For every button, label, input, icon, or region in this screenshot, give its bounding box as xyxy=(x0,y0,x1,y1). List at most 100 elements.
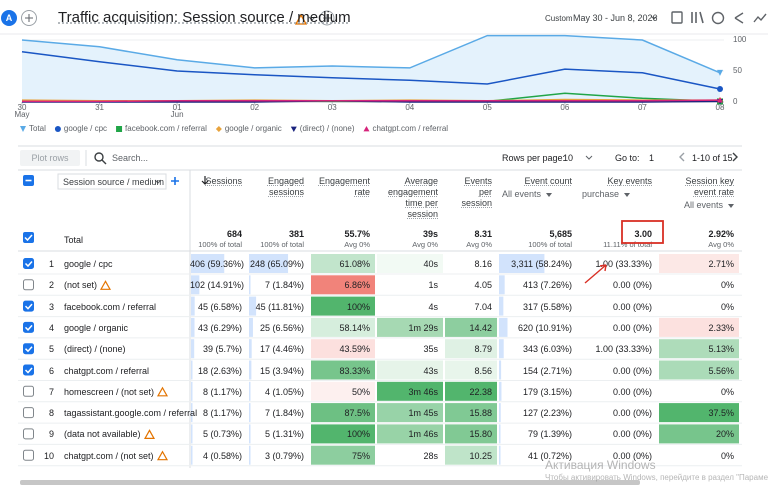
search-input[interactable]: Search... xyxy=(112,153,149,163)
add-dimension[interactable] xyxy=(171,177,179,185)
heat-cell xyxy=(377,360,443,380)
check-mark xyxy=(24,367,33,374)
share-bar xyxy=(499,339,504,359)
compare-icon[interactable] xyxy=(691,11,704,24)
date-range[interactable]: May 30 - Jun 8, 2026 xyxy=(573,13,658,23)
legend-label[interactable]: facebook.com / referral xyxy=(125,124,207,133)
scrollbar[interactable] xyxy=(20,480,640,485)
share-icon[interactable] xyxy=(734,12,744,24)
share-bar xyxy=(191,360,193,380)
cell-value: 3m 46s xyxy=(408,386,438,397)
cell-value: 248 (65.09%) xyxy=(249,259,304,269)
cell-value: 5 (0.73%) xyxy=(202,429,242,440)
sort-arrow[interactable] xyxy=(201,176,209,185)
rows-caret[interactable] xyxy=(585,155,593,160)
cell-value: 3,311 (58.24%) xyxy=(511,259,572,269)
column-header[interactable]: Engagement rate xyxy=(318,176,370,197)
column-filter[interactable]: purchase xyxy=(582,188,652,200)
row-checkbox[interactable] xyxy=(23,279,34,291)
legend-label[interactable]: google / cpc xyxy=(64,124,107,133)
add-tab[interactable] xyxy=(319,10,335,26)
warning-icon[interactable] xyxy=(294,13,308,25)
legend-label[interactable]: chatgpt.com / referral xyxy=(372,124,448,133)
row-name[interactable]: tagassistant.google.com / referral xyxy=(64,408,198,419)
cell-value: 0.00 (0%) xyxy=(612,301,652,312)
heat-cell xyxy=(311,254,375,273)
next-page[interactable] xyxy=(732,152,738,162)
row-name[interactable]: (direct) / (none) xyxy=(64,344,126,355)
cell-value: 28s xyxy=(423,450,438,461)
plot-rows-button[interactable] xyxy=(20,150,80,166)
insights-icon[interactable] xyxy=(711,11,725,25)
dimension-caret[interactable] xyxy=(154,179,162,184)
title-caret[interactable] xyxy=(308,16,316,21)
x-month-label: May xyxy=(14,110,29,119)
row-checkbox[interactable] xyxy=(23,364,34,376)
row-checkbox[interactable] xyxy=(23,321,34,333)
heat-cell xyxy=(659,339,739,359)
share-bar xyxy=(191,381,193,401)
plus-icon xyxy=(25,14,33,22)
prev-page[interactable] xyxy=(679,152,685,162)
row-name[interactable]: google / organic xyxy=(64,322,129,333)
warning-icon[interactable] xyxy=(99,280,112,290)
plot-rows[interactable]: Plot rows xyxy=(31,153,69,163)
x-tick-label: 07 xyxy=(638,103,647,112)
legend-label[interactable]: google / organic xyxy=(225,124,282,133)
cell-value: 41 (0.72%) xyxy=(527,450,572,461)
row-name[interactable]: facebook.com / referral xyxy=(64,301,157,312)
cell-value: 5.13% xyxy=(708,344,734,355)
report-title[interactable]: Traffic acquisition: Session source / me… xyxy=(58,9,351,26)
row-checkbox[interactable] xyxy=(23,385,34,397)
x-tick-label: 01 xyxy=(173,103,182,112)
trend-icon[interactable] xyxy=(753,13,767,23)
warning-icon[interactable] xyxy=(156,386,169,397)
heat-cell xyxy=(311,445,375,465)
total-note: Avg 0% xyxy=(344,240,370,249)
column-header[interactable]: Events per session xyxy=(461,176,492,208)
row-checkbox[interactable] xyxy=(23,428,34,440)
rows-per-page[interactable]: 10 xyxy=(563,153,574,163)
row-name[interactable]: chatgpt.com / referral xyxy=(64,365,150,376)
row-name[interactable]: homescreen / (not set) xyxy=(64,386,155,397)
row-name[interactable]: google / cpc xyxy=(64,259,113,269)
dimension-label[interactable]: Session source / medium xyxy=(63,177,165,187)
column-header[interactable]: Event count xyxy=(524,176,572,186)
row-name[interactable]: (data not available) xyxy=(64,429,141,440)
column-header[interactable]: Average engagement time per session xyxy=(388,176,439,219)
share-bar xyxy=(499,381,502,401)
column-header[interactable]: Key events xyxy=(607,176,652,186)
cell-value: 18 (2.63%) xyxy=(197,365,242,376)
row-name[interactable]: chatgpt.com / (not set) xyxy=(64,450,154,461)
report-icon[interactable] xyxy=(671,11,683,24)
column-filter[interactable]: All events xyxy=(502,188,572,200)
row-name[interactable]: (not set) xyxy=(64,280,98,291)
add-comparison[interactable] xyxy=(21,10,37,26)
legend-label[interactable]: Total xyxy=(29,124,46,133)
share-bar xyxy=(191,339,195,359)
column-header[interactable]: Engaged sessions xyxy=(267,176,304,197)
heat-cell xyxy=(377,403,443,423)
column-header[interactable]: Sessions xyxy=(205,176,242,186)
row-checkbox[interactable] xyxy=(23,343,34,355)
warning-icon[interactable] xyxy=(143,429,156,439)
row-checkbox[interactable] xyxy=(23,300,34,312)
warning-icon[interactable] xyxy=(156,450,169,461)
row-checkbox[interactable] xyxy=(23,449,34,461)
date-caret[interactable] xyxy=(650,15,658,20)
dimension-select[interactable] xyxy=(57,173,167,190)
cell-value: 83.33% xyxy=(339,365,370,376)
total-checkbox[interactable] xyxy=(23,232,34,243)
row-checkbox[interactable] xyxy=(23,407,34,419)
cell-value: 100% xyxy=(346,301,370,312)
y-tick-label: 50 xyxy=(733,66,742,75)
cell-value: 50% xyxy=(351,386,370,397)
row-checkbox[interactable] xyxy=(23,258,34,269)
goto-input[interactable]: 1 xyxy=(649,153,655,163)
column-header[interactable]: Session key event rate xyxy=(685,176,734,197)
cell-value: 0% xyxy=(720,301,734,312)
legend-label[interactable]: (direct) / (none) xyxy=(300,124,355,133)
column-filter[interactable]: All events xyxy=(662,199,734,211)
avatar[interactable] xyxy=(1,10,17,26)
